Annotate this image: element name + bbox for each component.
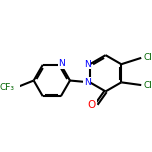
Text: Cl: Cl bbox=[143, 53, 152, 62]
Text: N: N bbox=[58, 59, 65, 68]
Text: N: N bbox=[84, 78, 91, 87]
Text: N: N bbox=[84, 60, 91, 69]
Text: Cl: Cl bbox=[143, 81, 152, 90]
Text: CF₃: CF₃ bbox=[0, 83, 14, 92]
Text: O: O bbox=[88, 100, 96, 110]
